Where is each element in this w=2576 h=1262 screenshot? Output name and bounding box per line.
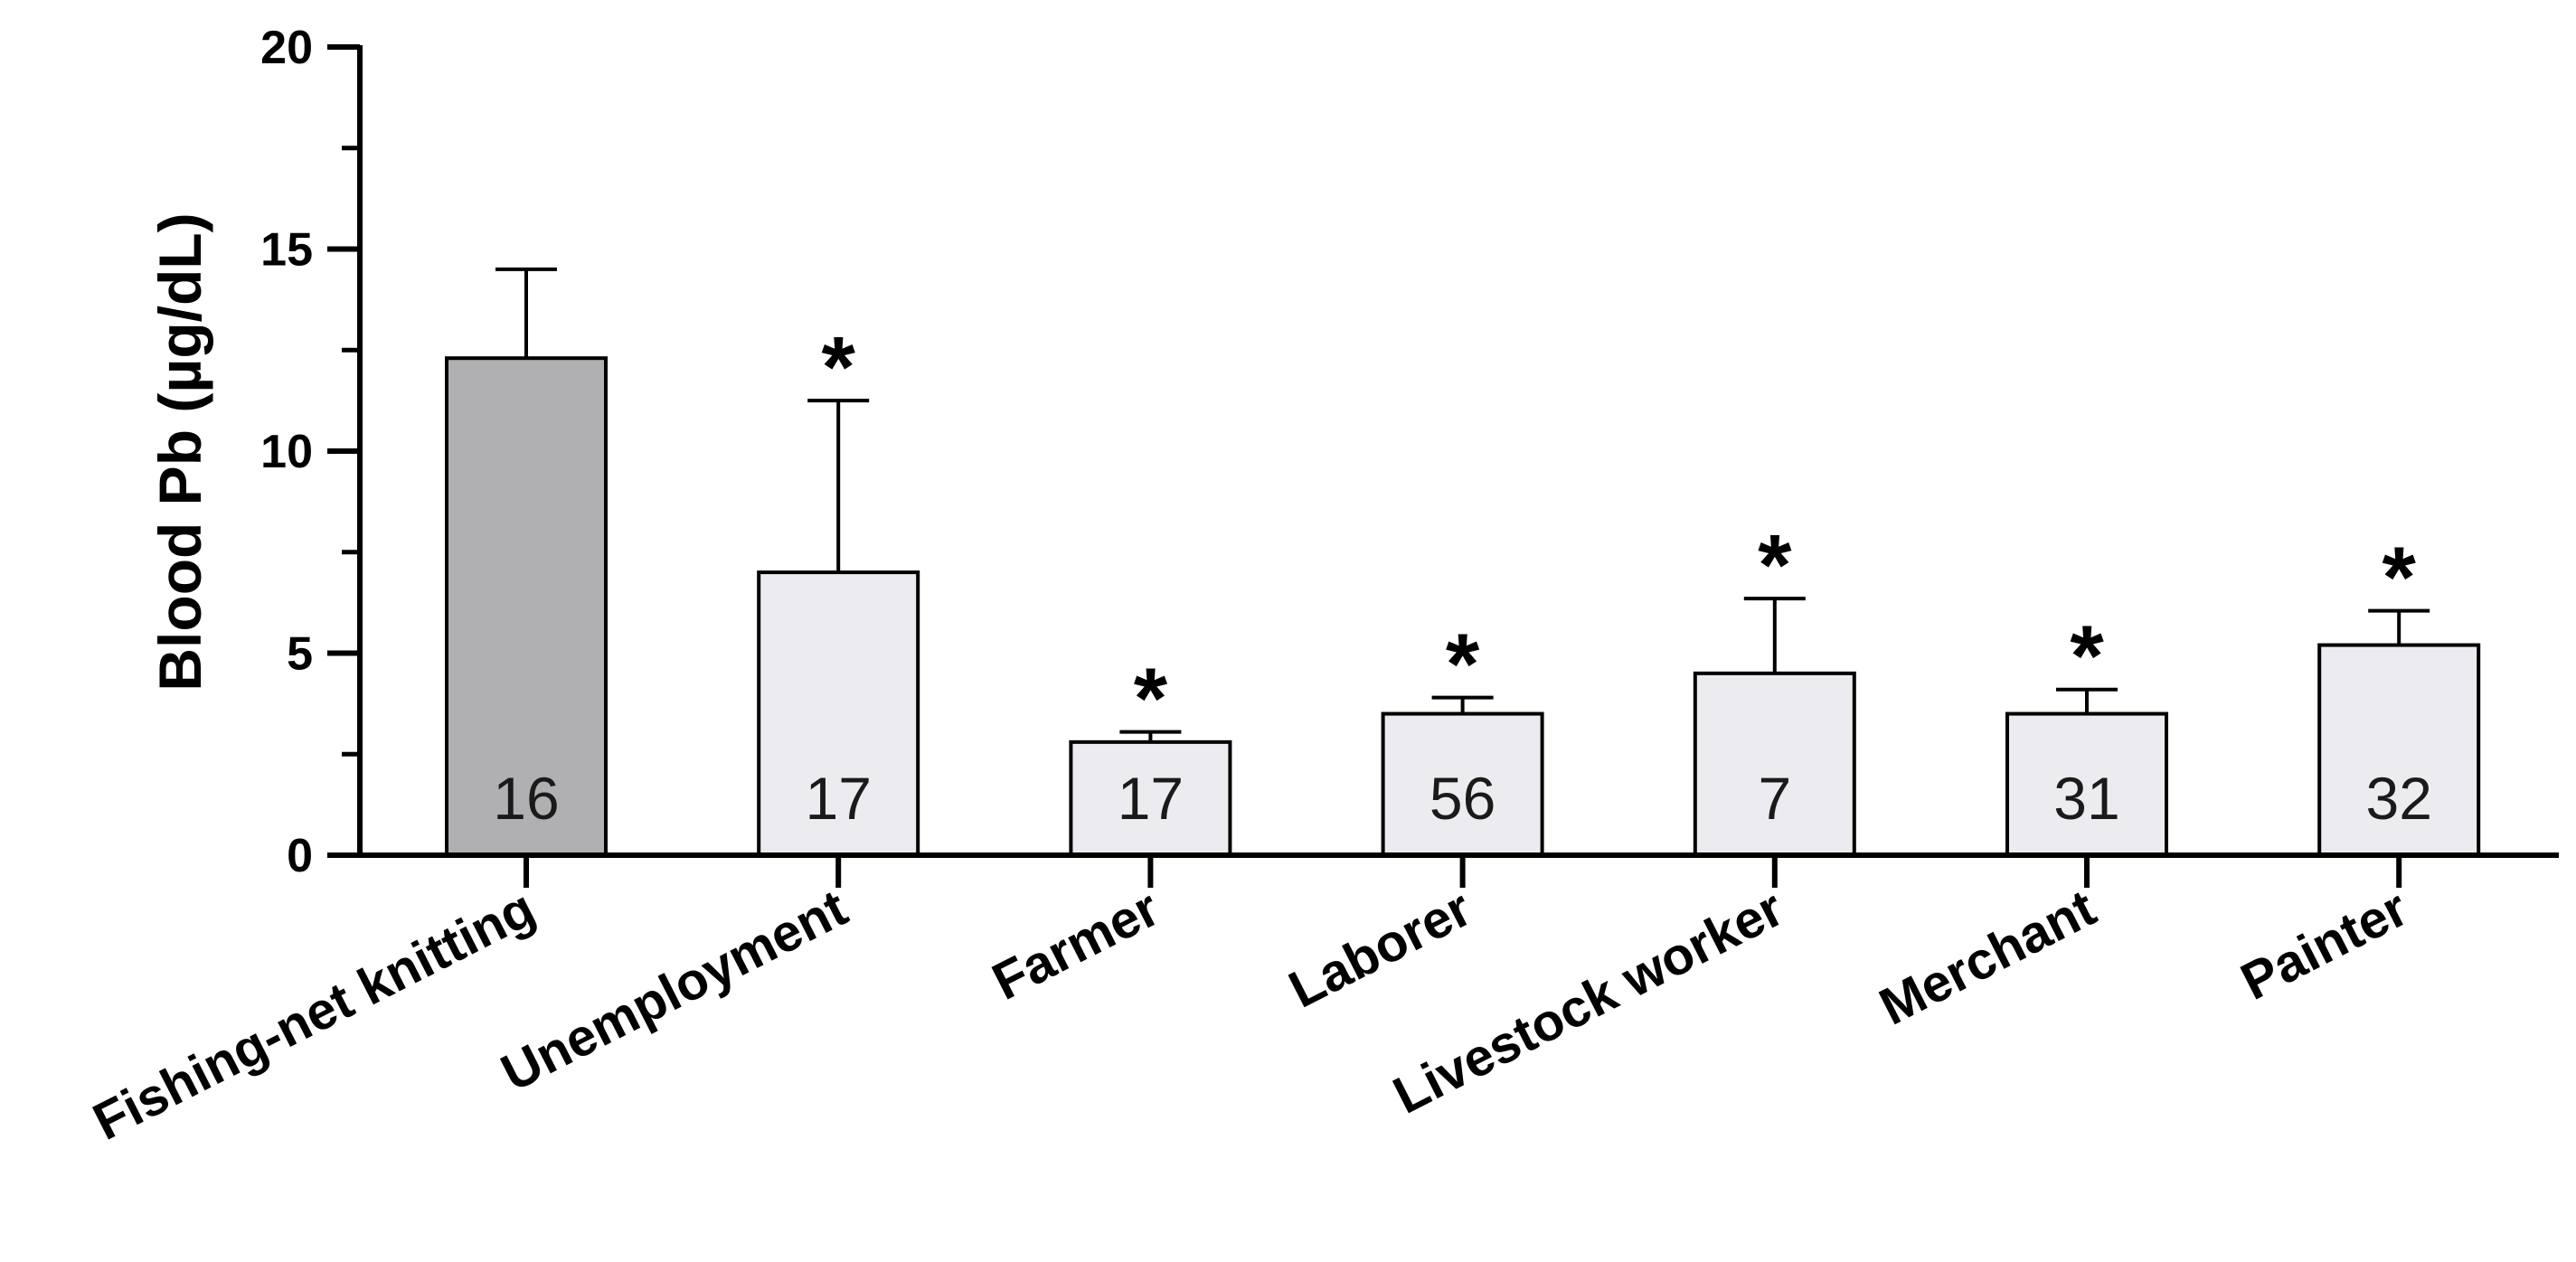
y-tick-label: 10 (260, 426, 313, 478)
bar (1381, 711, 1544, 857)
x-tick-label: Merchant (1871, 879, 2105, 1037)
x-tick-label: Unemployment (492, 879, 856, 1103)
sample-size-label: 7 (1758, 765, 1791, 832)
bars: 16 17 * 17 * 56 * 7 * 31 * 32 * (445, 267, 2481, 858)
y-tick-label: 0 (287, 830, 313, 882)
x-tick-label: Fishing-net knitting (84, 879, 544, 1152)
x-tick-label: Farmer (984, 879, 1169, 1012)
significance-marker: * (1758, 517, 1792, 614)
sample-size-label: 17 (1118, 765, 1184, 832)
bar (2317, 643, 2481, 857)
significance-marker: * (822, 319, 856, 416)
y-axis: 0 5 10 15 20 (260, 22, 363, 882)
bar (2005, 711, 2168, 857)
significance-marker: * (2383, 530, 2417, 626)
y-tick-label: 5 (287, 628, 313, 681)
x-tick-label: Painter (2232, 879, 2417, 1012)
sample-size-label: 17 (805, 765, 871, 832)
bar (757, 570, 920, 857)
y-tick-label: 15 (260, 224, 313, 277)
bar (445, 356, 608, 857)
significance-marker: * (1134, 651, 1168, 748)
y-axis-label: Blood Pb (µg/dL) (146, 212, 213, 691)
sample-size-label: 56 (1430, 765, 1496, 832)
x-tick-label: Laborer (1280, 879, 1481, 1020)
y-tick-label: 20 (260, 22, 313, 74)
sample-size-label: 31 (2053, 765, 2119, 832)
sample-size-label: 16 (493, 765, 559, 832)
significance-marker: * (2070, 608, 2104, 705)
bar (1693, 671, 1856, 857)
significance-marker: * (1446, 617, 1480, 713)
sample-size-label: 32 (2365, 765, 2431, 832)
